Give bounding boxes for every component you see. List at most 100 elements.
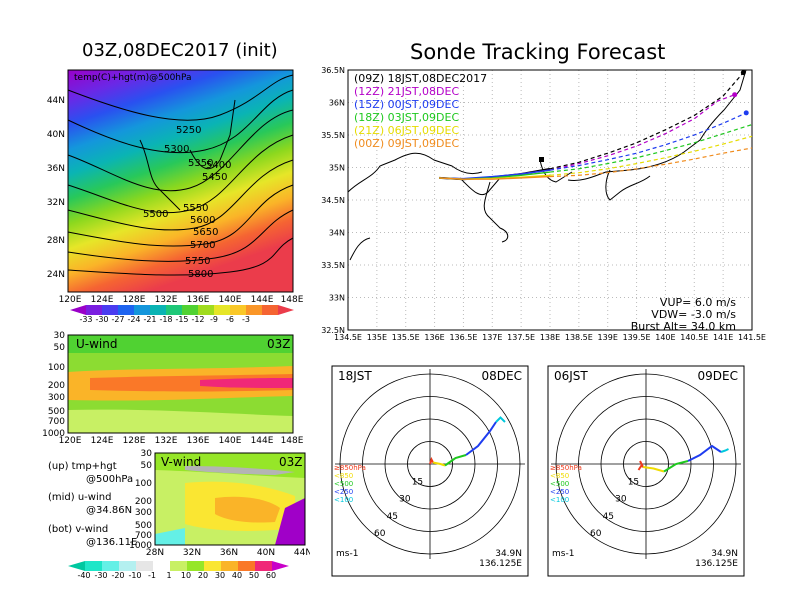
colorbar-label: -18 xyxy=(159,315,172,324)
track-line-dashed xyxy=(549,135,753,176)
hodo-right-label: 09DEC xyxy=(698,369,738,383)
track-endpoint xyxy=(740,70,746,76)
colorbar-swatch xyxy=(170,561,187,571)
uwind-y-tick: 30 xyxy=(54,331,66,341)
hodo-trace xyxy=(495,416,506,423)
colorbar-swatch xyxy=(118,305,134,315)
temperature-height-map: temp(C)+hgt(m)@500hPa 5250 5300 5350 540… xyxy=(47,69,304,324)
colorbar-label: -27 xyxy=(111,315,124,324)
vwind-colorbar xyxy=(68,561,289,571)
vwind-colorbar-label: -1 xyxy=(148,571,156,580)
vwind-y-tick: 300 xyxy=(135,508,152,518)
track-lat-tick: 34.5N xyxy=(321,196,345,205)
hodo-trace xyxy=(720,448,729,453)
hodo-ring-label: 45 xyxy=(387,512,398,522)
uwind-x-tick: 128E xyxy=(123,436,146,445)
hodo-trace xyxy=(637,460,644,471)
map-lat-tick: 36N xyxy=(47,164,65,174)
vwind-colorbar-label: 30 xyxy=(215,571,225,580)
vwind-x-tick: 40N xyxy=(257,548,275,558)
vwind-y-tick: 50 xyxy=(141,461,153,471)
map-lat-tick: 32N xyxy=(47,198,65,208)
map-lon-tick: 132E xyxy=(155,295,178,305)
uwind-x-tick: 148E xyxy=(281,436,304,445)
uwind-x-tick: 144E xyxy=(251,436,274,445)
track-line-solid xyxy=(439,175,551,180)
hodo-lon: 136.125E xyxy=(695,559,738,569)
uwind-x-tick: 124E xyxy=(91,436,114,445)
track-lon-tick: 140.5E xyxy=(680,333,708,342)
map-lon-tick: 144E xyxy=(251,295,274,305)
track-line-dashed xyxy=(549,147,753,178)
vwind-x-tick: 32N xyxy=(183,548,201,558)
uwind-label: U-wind xyxy=(76,337,117,351)
map-lat-tick: 40N xyxy=(47,130,65,140)
colorbar-swatch xyxy=(272,561,289,571)
vwind-colorbar-svg: -40 -30 -20 -10 -1 1 10 20 30 40 50 60 xyxy=(68,561,289,580)
track-lon-tick: 139.5E xyxy=(623,333,651,342)
hodo-level-label: <500 xyxy=(550,480,569,488)
track-lon-tick: 137.5E xyxy=(507,333,535,342)
burst-text: Burst Alt= 34.0 km xyxy=(631,320,736,333)
vwind-colorbar-label: 60 xyxy=(266,571,276,580)
vwind-x-tick: 36N xyxy=(220,548,238,558)
hodo-ring-label: 15 xyxy=(628,477,639,487)
right-title: Sonde Tracking Forecast xyxy=(410,40,666,64)
track-legend-item: (12Z) 21JST,08DEC xyxy=(354,85,459,98)
track-legend: (09Z) 18JST,08DEC2017 (12Z) 21JST,08DEC … xyxy=(354,72,487,150)
vwind-colorbar-label: -30 xyxy=(94,571,107,580)
track-lon-tick: 139E xyxy=(598,333,618,342)
contour-label: 5400 xyxy=(206,160,231,171)
colorbar-label: -9 xyxy=(210,315,218,324)
track-lat-tick: 33N xyxy=(329,294,345,303)
hodo-lat: 34.9N xyxy=(711,549,738,559)
map-lat-tick: 28N xyxy=(47,236,65,246)
track-lon-tick: 136.5E xyxy=(449,333,477,342)
vwind-colorbar-label: 1 xyxy=(166,571,171,580)
vwind-x-tick: 28N xyxy=(146,548,164,558)
colorbar-swatch xyxy=(136,561,153,571)
hodo-level-label: <100 xyxy=(550,496,569,504)
vwind-colorbar-label: 10 xyxy=(181,571,191,580)
hodo-ring-label: 15 xyxy=(412,477,423,487)
launch-marker xyxy=(539,157,544,162)
colorbar-swatch xyxy=(166,305,182,315)
track-endpoint xyxy=(743,110,749,116)
vwind-y-tick: 200 xyxy=(135,497,152,507)
track-legend-item: (00Z) 09JST,09DEC xyxy=(354,137,459,150)
vwind-y-tick: 100 xyxy=(135,479,152,489)
hodo-level-label: <850 xyxy=(334,472,353,480)
colorbar-swatch xyxy=(85,561,102,571)
colorbar-swatch xyxy=(221,561,238,571)
uwind-time: 03Z xyxy=(267,337,291,351)
uwind-x-tick: 132E xyxy=(155,436,178,445)
map-lon-tick: 140E xyxy=(219,295,242,305)
vwind-cross-section: V-wind 03Z 30 50 100 200 300 500 700 100… xyxy=(129,449,310,558)
colorbar-swatch xyxy=(150,305,166,315)
colorbar-swatch xyxy=(182,305,198,315)
contour-label: 5300 xyxy=(164,144,189,155)
colorbar-swatch xyxy=(262,305,278,315)
hodo-trace xyxy=(465,421,497,456)
vwind-label: V-wind xyxy=(161,455,201,469)
hodo-level-label: <500 xyxy=(334,480,353,488)
hodo-lat: 34.9N xyxy=(495,549,522,559)
track-legend-item: (21Z) 06JST,09DEC xyxy=(354,124,459,137)
colorbar-label: -15 xyxy=(175,315,188,324)
hodo-trace xyxy=(444,454,467,467)
track-line-dashed xyxy=(549,72,744,170)
vwind-colorbar-label: 20 xyxy=(198,571,208,580)
colorbar-swatch xyxy=(70,305,86,315)
contour-label: 5600 xyxy=(190,215,215,226)
map-lon-tick: 148E xyxy=(281,295,304,305)
vwind-colorbar-label: -40 xyxy=(77,571,90,580)
colorbar-swatch xyxy=(255,561,272,571)
uwind-y-tick: 100 xyxy=(48,363,65,373)
track-lat-tick: 33.5N xyxy=(321,261,345,270)
hodo-ring-label: 30 xyxy=(615,495,627,505)
hodo-trace xyxy=(429,456,434,465)
contour-label: 5800 xyxy=(188,269,213,280)
